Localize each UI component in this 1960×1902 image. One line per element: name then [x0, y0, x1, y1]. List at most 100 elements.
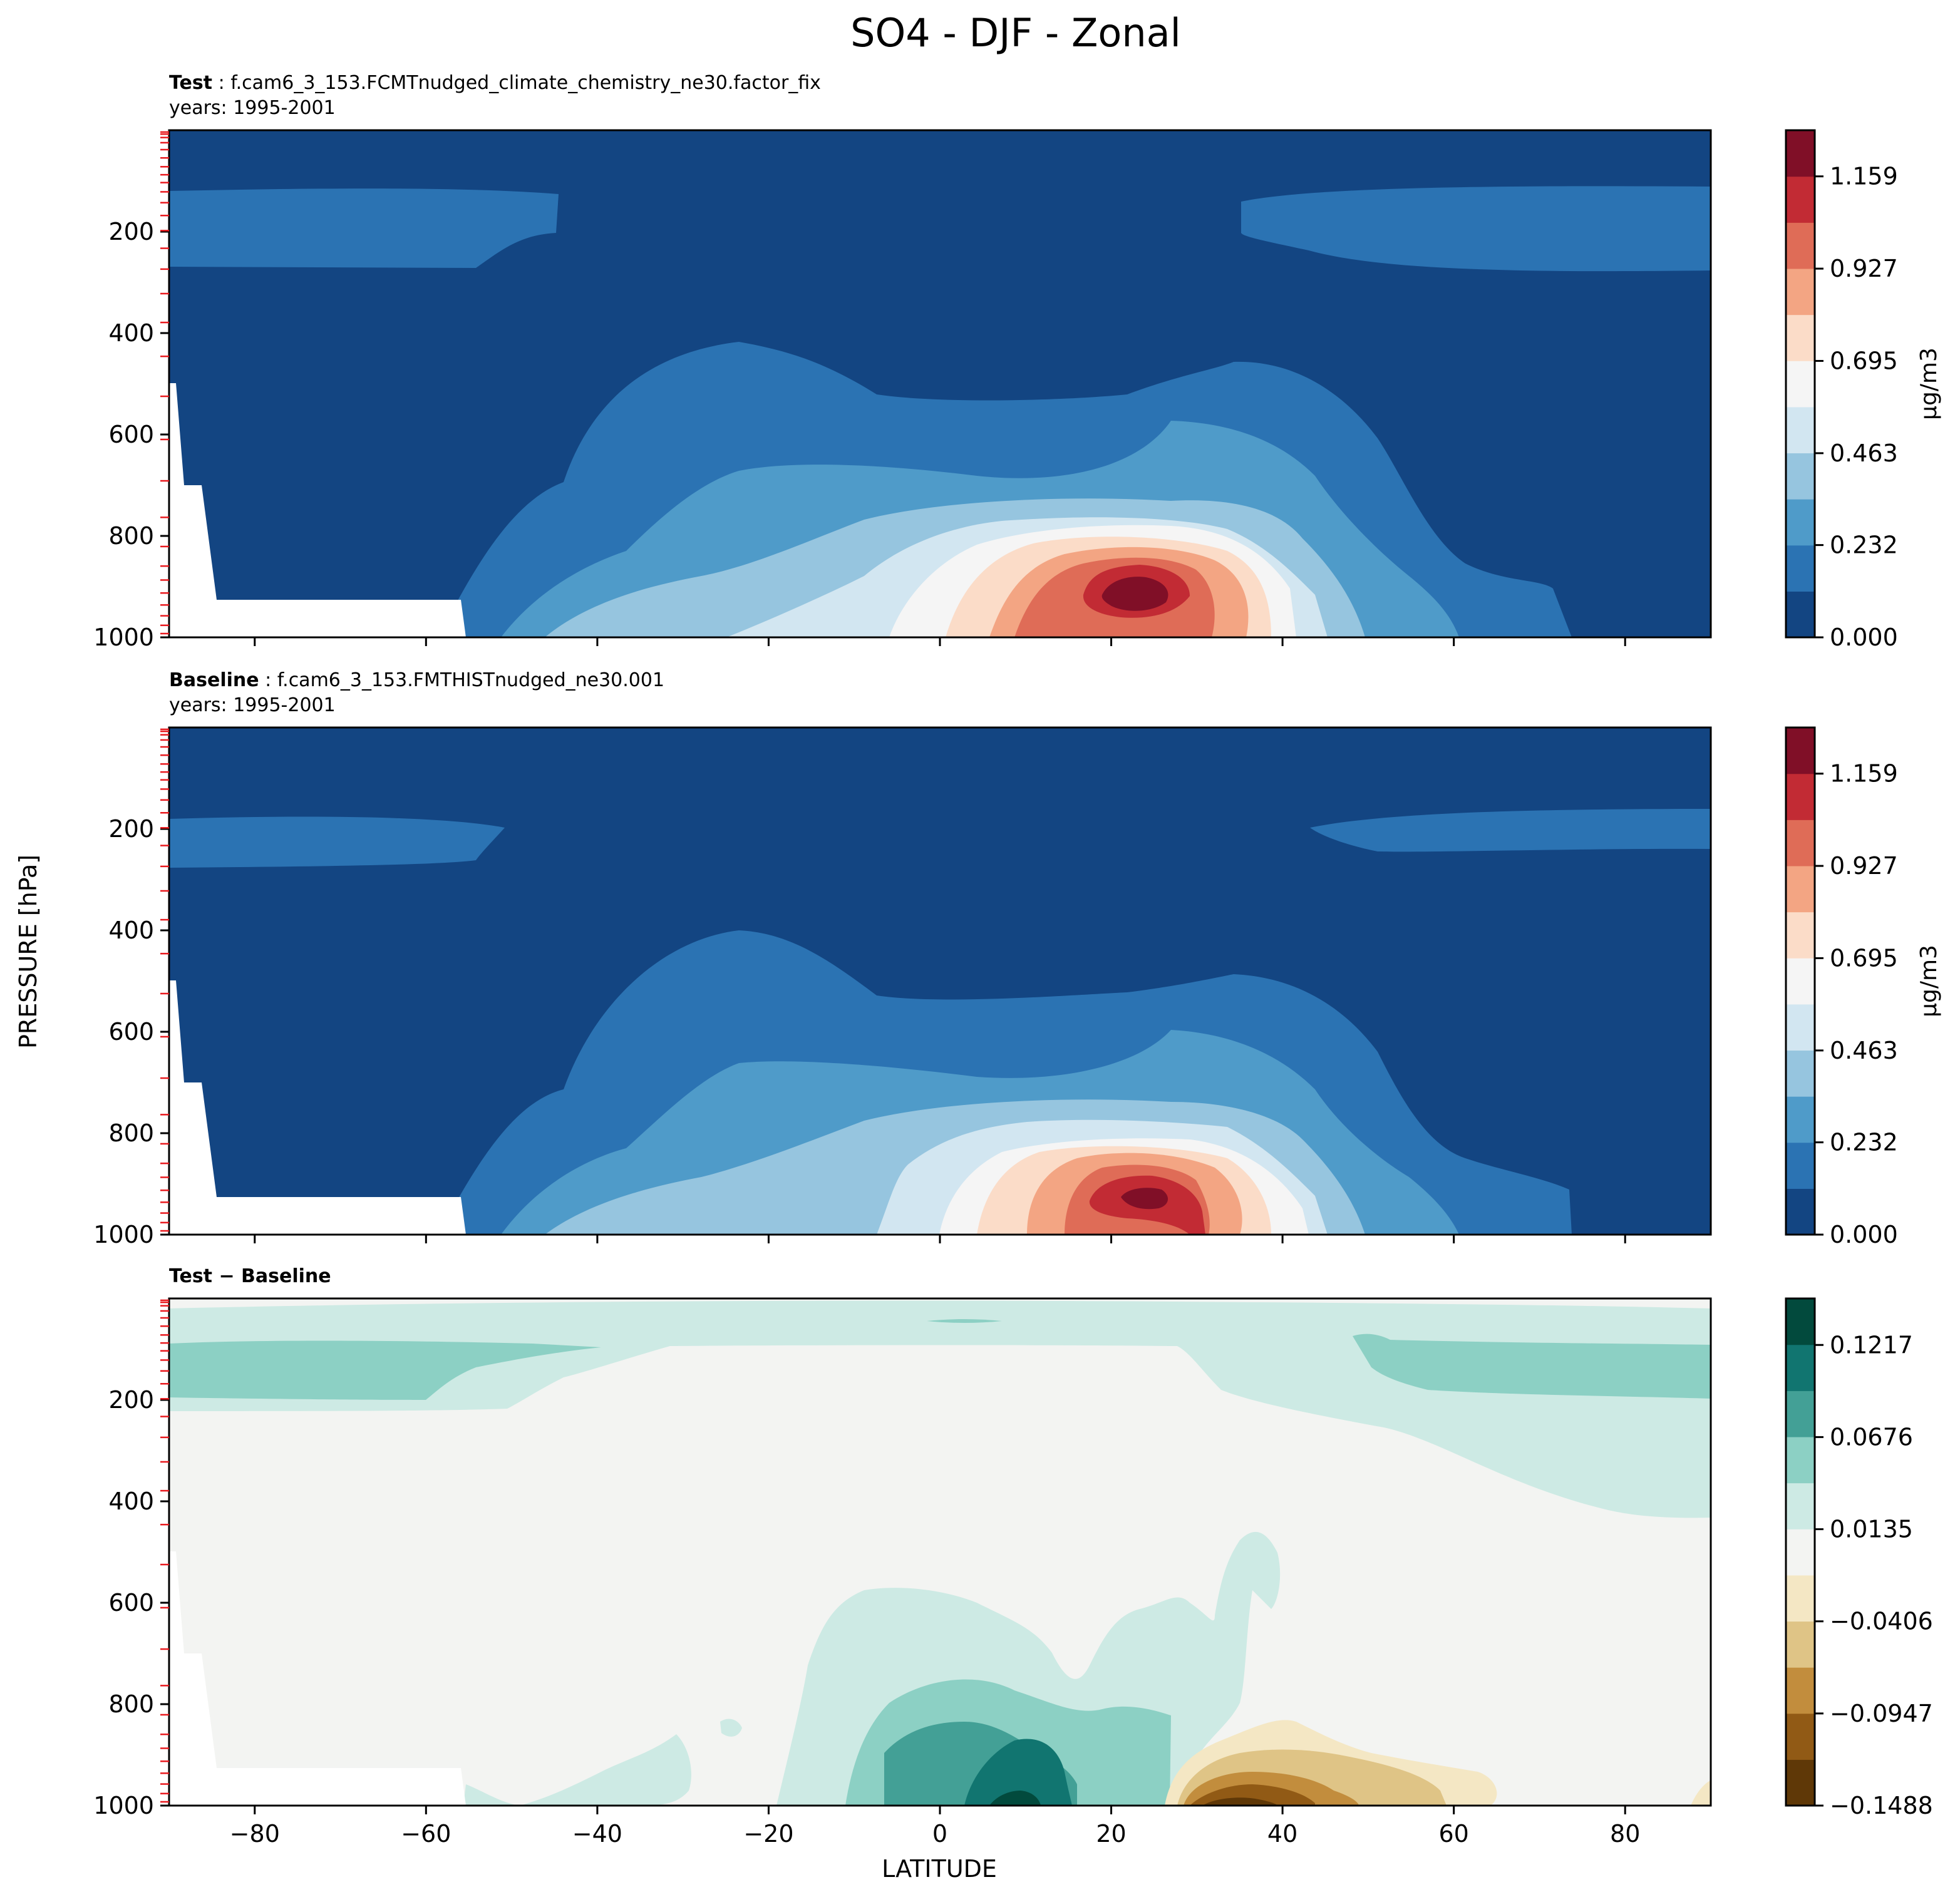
colorbar-tick-label: 0.000 — [1830, 624, 1898, 651]
colorbar-difference: −0.1488 −0.0947 −0.0406 0.0135 0.0676 0.1217 — [1785, 1297, 1933, 1819]
y-tick-label: 600 — [108, 421, 154, 448]
x-tick-label: 40 — [1267, 1820, 1297, 1848]
colorbar-level — [1786, 1050, 1815, 1097]
colorbar-tick-label: −0.0406 — [1830, 1608, 1933, 1635]
level-neg-5 — [1202, 1797, 1277, 1806]
colorbar-level — [1786, 1713, 1815, 1760]
level-pos-2-right — [1353, 1334, 1711, 1399]
panel-years: years: 1995-2001 — [169, 97, 336, 119]
colorbar-level — [1786, 773, 1815, 820]
panel-years: years: 1995-2001 — [169, 694, 336, 716]
colorbar-tick-label: 0.463 — [1830, 1037, 1898, 1064]
x-tick-label: 0 — [932, 1820, 947, 1848]
y-tick-label: 200 — [108, 1386, 154, 1414]
panel-label: Baseline : f.cam6_3_153.FMTHISTnudged_ne… — [169, 669, 664, 691]
x-tick-label: −80 — [230, 1820, 280, 1848]
level-ticks — [160, 1299, 169, 1803]
x-ticks — [254, 637, 1626, 646]
y-ticks: 200 400 600 800 1000 — [93, 1386, 169, 1819]
level-10 — [1121, 1188, 1168, 1210]
colorbar-tick-label: 0.695 — [1830, 347, 1898, 374]
colorbar-level — [1786, 1529, 1815, 1576]
y-tick-label: 800 — [108, 522, 154, 550]
colorbar-level — [1786, 314, 1815, 361]
colorbar-level — [1786, 727, 1815, 774]
x-ticks: −80 −60 −40 −20 0 20 40 60 80 — [230, 1806, 1640, 1848]
colorbar-level — [1786, 1096, 1815, 1143]
level-pos-1-top — [169, 1300, 1711, 1518]
colorbar-level — [1786, 176, 1815, 223]
missing-data-mask — [169, 383, 466, 637]
colorbar-tick-label: 0.1217 — [1830, 1331, 1913, 1359]
colorbar-baseline: 0.000 0.232 0.463 0.695 0.927 1.159 — [1785, 726, 1898, 1248]
colorbar-tick-label: 0.927 — [1830, 255, 1898, 282]
x-ticks — [254, 1235, 1626, 1243]
colorbar-level — [1786, 1575, 1815, 1622]
level-pos-2-left — [169, 1340, 601, 1400]
colorbar-level — [1786, 545, 1815, 592]
contour-field-baseline — [169, 727, 1711, 1235]
y-tick-label: 600 — [108, 1589, 154, 1617]
colorbar-tick-label: 0.0135 — [1830, 1516, 1913, 1543]
level-10 — [1101, 577, 1168, 611]
x-tick-label: 60 — [1438, 1820, 1468, 1848]
y-ticks: 200 400 600 800 1000 — [93, 218, 169, 651]
y-tick-label: 200 — [108, 815, 154, 843]
level-neg-1-corner — [1691, 1781, 1711, 1806]
colorbar-level — [1786, 406, 1815, 454]
colorbar-tick-label: 0.232 — [1830, 532, 1898, 559]
level-pos-1-speck — [720, 1719, 742, 1737]
missing-data-mask — [169, 980, 466, 1235]
level-1-band-upper-right — [1310, 809, 1711, 852]
colorbar-level — [1786, 453, 1815, 500]
level-pos-4 — [964, 1739, 1072, 1806]
x-tick-label: 20 — [1096, 1820, 1126, 1848]
colorbar-tick-label: 1.159 — [1830, 163, 1898, 190]
y-tick-label: 800 — [108, 1690, 154, 1718]
colorbar-tick-label: 0.000 — [1830, 1221, 1898, 1248]
colorbar-level — [1786, 820, 1815, 866]
panel-label-bold: Test − Baseline — [169, 1265, 331, 1287]
colorbar-test: 0.000 0.232 0.463 0.695 0.927 1.159 — [1785, 129, 1898, 651]
colorbar-level — [1786, 1759, 1815, 1806]
x-tick-label: −40 — [572, 1820, 622, 1848]
panel-difference: Test − Baseline −80 −60 −40 −20 0 20 40 60 80 20… — [93, 1265, 1933, 1848]
panel-label-rest: : f.cam6_3_153.FMTHISTnudged_ne30.001 — [259, 669, 664, 691]
colorbar-level — [1786, 1391, 1815, 1437]
level-ticks — [160, 728, 169, 1232]
colorbar-label: µg/m3 — [1916, 347, 1942, 420]
colorbar-tick-label: −0.1488 — [1830, 1792, 1933, 1819]
panel-label: Test − Baseline — [169, 1265, 331, 1287]
colorbar-tick-label: 0.0676 — [1830, 1423, 1913, 1451]
missing-data-mask — [169, 1551, 466, 1806]
contour-field-difference — [169, 1298, 1711, 1806]
y-tick-label: 400 — [108, 1488, 154, 1515]
colorbar-tick-label: 0.463 — [1830, 440, 1898, 467]
panel-baseline: Baseline : f.cam6_3_153.FMTHISTnudged_ne… — [93, 669, 1942, 1248]
colorbar-level — [1786, 958, 1815, 1005]
panel-label: Test : f.cam6_3_153.FCMTnudged_climate_c… — [169, 72, 821, 94]
level-pos-5 — [989, 1791, 1041, 1806]
colorbar-level — [1786, 1667, 1815, 1714]
level-1-band-upper-right — [1241, 186, 1711, 272]
colorbar-level — [1786, 361, 1815, 408]
colorbar-frame — [1785, 129, 1816, 639]
y-tick-label: 800 — [108, 1119, 154, 1147]
contour-field-test — [169, 130, 1711, 637]
y-tick-label: 400 — [108, 917, 154, 944]
y-tick-label: 1000 — [93, 1792, 154, 1819]
colorbar-level — [1786, 1142, 1815, 1189]
panel-label-rest: : f.cam6_3_153.FCMTnudged_climate_chemis… — [212, 72, 821, 94]
panel-test: Test : f.cam6_3_153.FCMTnudged_climate_c… — [93, 72, 1942, 651]
colorbar-tick-label: −0.0947 — [1830, 1700, 1933, 1727]
colorbar-tick-label: 1.159 — [1830, 760, 1898, 788]
colorbar-level — [1786, 1004, 1815, 1051]
y-tick-label: 600 — [108, 1018, 154, 1046]
colorbar-level — [1786, 1483, 1815, 1529]
x-tick-label: −60 — [401, 1820, 451, 1848]
colorbar-level — [1786, 865, 1815, 913]
colorbar-frame — [1785, 726, 1816, 1236]
colorbar-level — [1786, 912, 1815, 959]
colorbar-tick-label: 0.695 — [1830, 944, 1898, 972]
y-tick-label: 200 — [108, 218, 154, 245]
